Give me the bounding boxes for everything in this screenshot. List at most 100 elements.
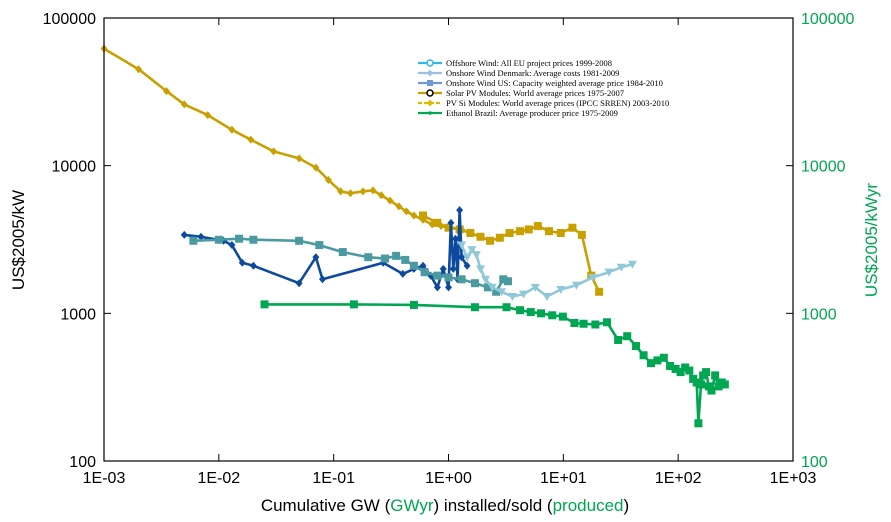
data-point	[433, 271, 442, 280]
data-point	[530, 283, 540, 292]
data-point	[504, 277, 513, 286]
data-point	[260, 300, 269, 309]
data-point	[447, 218, 455, 227]
data-point	[135, 65, 143, 74]
data-point	[445, 283, 452, 292]
data-point	[463, 261, 471, 270]
data-point	[696, 380, 705, 389]
data-point	[401, 255, 410, 264]
y-tick-label: 10000	[52, 159, 97, 176]
data-point	[548, 311, 557, 320]
data-point	[694, 419, 703, 428]
x-tick-label: 1E+03	[770, 470, 817, 487]
data-point	[395, 202, 403, 211]
data-point	[653, 356, 662, 365]
data-point	[568, 223, 577, 232]
x-tick-label: 1E-02	[197, 470, 240, 487]
data-point	[492, 287, 501, 296]
data-point	[409, 300, 418, 309]
data-point	[499, 275, 508, 284]
y-axis-title: US$2005/kW	[9, 190, 28, 290]
data-point	[487, 283, 497, 292]
legend-label: Solar PV Modules: World average prices 1…	[446, 88, 624, 98]
data-point	[676, 368, 685, 377]
data-point	[337, 187, 345, 196]
data-point	[451, 234, 459, 243]
data-point	[364, 253, 373, 262]
data-point	[507, 293, 517, 302]
data-point	[295, 154, 303, 163]
data-point	[595, 287, 604, 296]
x-tick-label: 1E+02	[655, 470, 702, 487]
data-point	[602, 318, 611, 327]
data-point	[462, 253, 472, 262]
data-point	[516, 227, 525, 236]
data-point	[685, 366, 694, 375]
data-point	[439, 264, 447, 273]
legend-item: PV Si Modules: World average prices (IPC…	[418, 98, 669, 108]
legend: Offshore Wind: All EU project prices 199…	[418, 58, 669, 118]
data-point	[228, 241, 236, 250]
data-point	[346, 189, 354, 198]
data-point	[707, 386, 716, 395]
data-point	[533, 222, 542, 231]
data-point	[577, 230, 586, 239]
data-point	[470, 303, 479, 312]
legend-marker	[427, 69, 433, 77]
x-axis-title-part-4: produced	[553, 496, 624, 515]
data-point	[681, 363, 690, 372]
legend-marker	[428, 111, 432, 115]
data-point	[659, 353, 668, 362]
data-point	[457, 275, 466, 284]
data-point	[247, 135, 255, 144]
x-axis-title-part-5: )	[623, 496, 629, 515]
x-axis-title: Cumulative GW (GWyr) installed/sold (pro…	[261, 496, 629, 515]
data-point	[402, 207, 410, 216]
legend-marker	[426, 59, 434, 67]
data-point	[497, 288, 507, 297]
data-point	[570, 319, 579, 328]
data-point	[537, 309, 546, 318]
x-axis-title-part-1: Cumulative GW (	[261, 496, 391, 515]
y2-tick-label: 100	[801, 454, 828, 471]
data-point	[495, 233, 504, 242]
data-point	[312, 253, 320, 262]
data-point	[711, 371, 720, 380]
legend-marker	[427, 80, 433, 86]
x-axis-title-part-3: ) installed/sold (	[434, 496, 553, 515]
series-1	[100, 44, 466, 234]
data-point	[433, 283, 441, 292]
data-point	[526, 308, 535, 317]
legend-item: Onshore Wind US: Capacity weighted avera…	[418, 78, 663, 88]
data-point	[466, 228, 475, 237]
y2-tick-label: 1000	[801, 306, 837, 323]
legend-marker	[426, 89, 434, 97]
data-point	[386, 196, 394, 205]
data-point	[720, 380, 729, 389]
legend-label: Onshore Wind Denmark: Average costs 1981…	[446, 68, 619, 78]
data-point	[486, 236, 495, 245]
y-tick-label: 1000	[60, 306, 96, 323]
data-point	[312, 163, 320, 172]
series-6	[260, 300, 729, 428]
data-point	[470, 279, 479, 288]
data-point	[228, 125, 236, 134]
data-point	[338, 248, 347, 257]
data-point	[471, 251, 481, 260]
legend-item: Onshore Wind Denmark: Average costs 1981…	[418, 68, 619, 78]
x-tick-label: 1E+01	[540, 470, 587, 487]
data-point	[456, 206, 464, 215]
y-tick-label: 100	[69, 454, 96, 471]
data-point	[458, 253, 466, 262]
series-4	[189, 234, 513, 296]
data-point	[295, 236, 304, 245]
data-point	[180, 230, 188, 239]
data-point	[558, 312, 567, 321]
data-point	[505, 228, 514, 237]
data-point	[579, 319, 588, 328]
data-point	[180, 100, 188, 109]
data-point	[604, 268, 614, 277]
legend-label: Offshore Wind: All EU project prices 199…	[446, 58, 612, 68]
data-point	[214, 235, 223, 244]
